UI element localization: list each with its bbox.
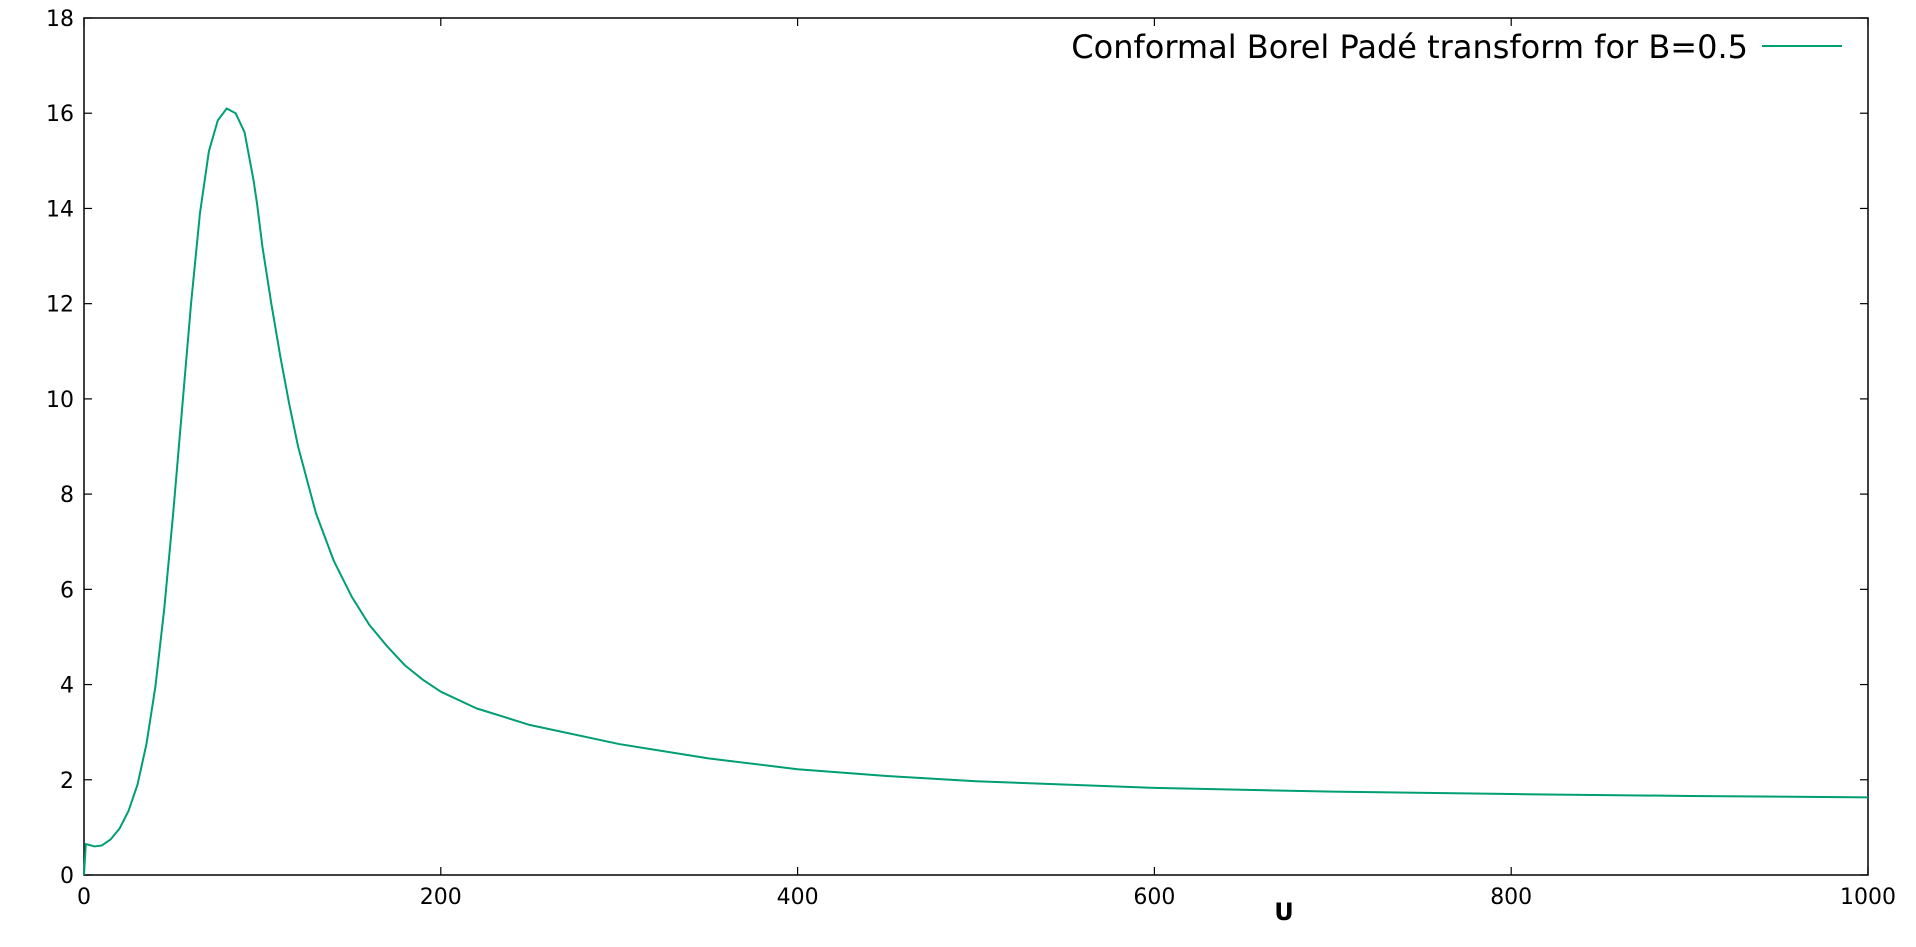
series-line [83, 107, 1869, 876]
x-tick-label: 600 [1133, 885, 1175, 910]
y-tick-label: 0 [60, 864, 74, 889]
x-tick-label: 800 [1490, 885, 1532, 910]
y-axis-ticks: 0 2 4 6 8 10 12 14 16 18 [46, 7, 1868, 889]
y-tick-label: 2 [60, 769, 74, 794]
x-axis-ticks: 0 200 400 600 800 1000 [77, 18, 1896, 910]
y-tick-label: 4 [60, 674, 74, 699]
y-tick-label: 12 [46, 293, 74, 318]
y-tick-label: 14 [46, 197, 74, 222]
x-tick-label: 200 [420, 885, 462, 910]
y-tick-label: 10 [46, 388, 74, 413]
legend: Conformal Borel Padé transform for B=0.5 [1071, 28, 1842, 66]
x-tick-label: 400 [777, 885, 819, 910]
series-layer [83, 107, 1869, 876]
x-axis-label: U [1274, 898, 1294, 926]
y-tick-label: 8 [60, 483, 74, 508]
y-tick-label: 16 [46, 102, 74, 127]
plot-frame [83, 17, 1869, 876]
legend-entry-label: Conformal Borel Padé transform for B=0.5 [1071, 28, 1748, 66]
y-tick-label: 6 [60, 578, 74, 603]
y-tick-label: 18 [46, 7, 74, 32]
x-tick-label: 1000 [1840, 885, 1896, 910]
x-tick-label: 0 [77, 885, 91, 910]
